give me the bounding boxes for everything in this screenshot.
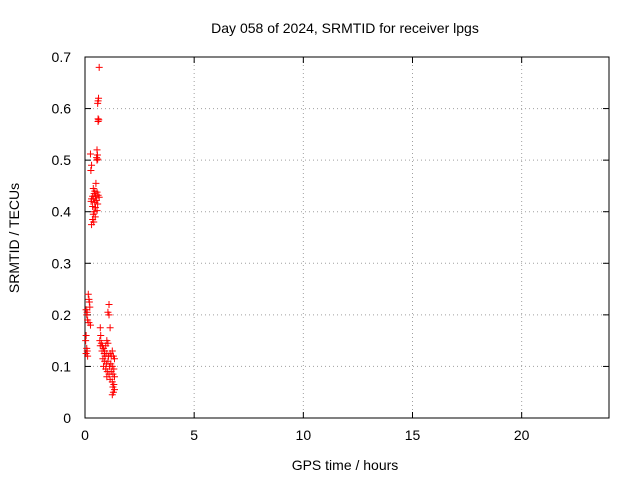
data-point [86,321,94,329]
data-point [106,324,114,332]
data-point [93,188,101,196]
data-point [82,337,90,345]
data-point [88,161,96,169]
data-point [93,156,101,164]
data-point [108,391,116,399]
data-point [86,150,94,158]
data-point [110,373,118,381]
data-point [94,117,102,125]
data-point [92,179,100,187]
y-tick-label: 0 [63,410,71,426]
data-point [93,207,101,215]
data-point [84,352,92,360]
x-tick-label: 15 [405,427,421,443]
y-tick-label: 0.4 [52,204,72,220]
data-point [94,155,102,163]
y-tick-label: 0.6 [52,101,72,117]
y-tick-label: 0.5 [52,152,72,168]
data-point [110,355,118,363]
data-point [94,99,102,107]
data-point [83,311,91,319]
plot-frame [84,56,610,419]
data-point [86,303,94,311]
data-point [91,198,99,206]
data-point [84,290,92,298]
data-point [105,311,113,319]
data-point [95,116,103,124]
data-point [89,203,97,211]
x-tick-label: 10 [296,427,312,443]
data-point [87,166,95,174]
data-point [108,347,116,355]
data-point [104,339,112,347]
x-tick-label: 20 [514,427,530,443]
data-point [94,200,102,208]
y-tick-label: 0.3 [52,255,72,271]
x-tick-label: 5 [190,427,198,443]
y-tick-label: 0.7 [52,49,72,65]
chart-title: Day 058 of 2024, SRMTID for receiver lpg… [211,20,479,36]
data-point [88,221,96,229]
data-point [105,301,113,309]
data-point [95,193,103,201]
y-tick-label: 0.2 [52,307,72,323]
data-point [96,324,104,332]
y-axis-label: SRMTID / TECUs [6,183,22,293]
ticks [84,56,609,419]
grid [85,57,609,418]
data-point [97,331,105,339]
data-point [91,204,99,212]
x-tick-label: 0 [81,427,89,443]
y-tick-label: 0.1 [52,358,72,374]
data-point [96,342,104,350]
x-axis-label: GPS time / hours [292,457,399,473]
data-point [95,63,103,71]
tick-labels: 0 5 10 15 20 0 0.1 0.2 0.3 0.4 0.5 0.6 0.7 [52,49,530,443]
data-points [82,63,118,399]
data-point [87,197,95,205]
